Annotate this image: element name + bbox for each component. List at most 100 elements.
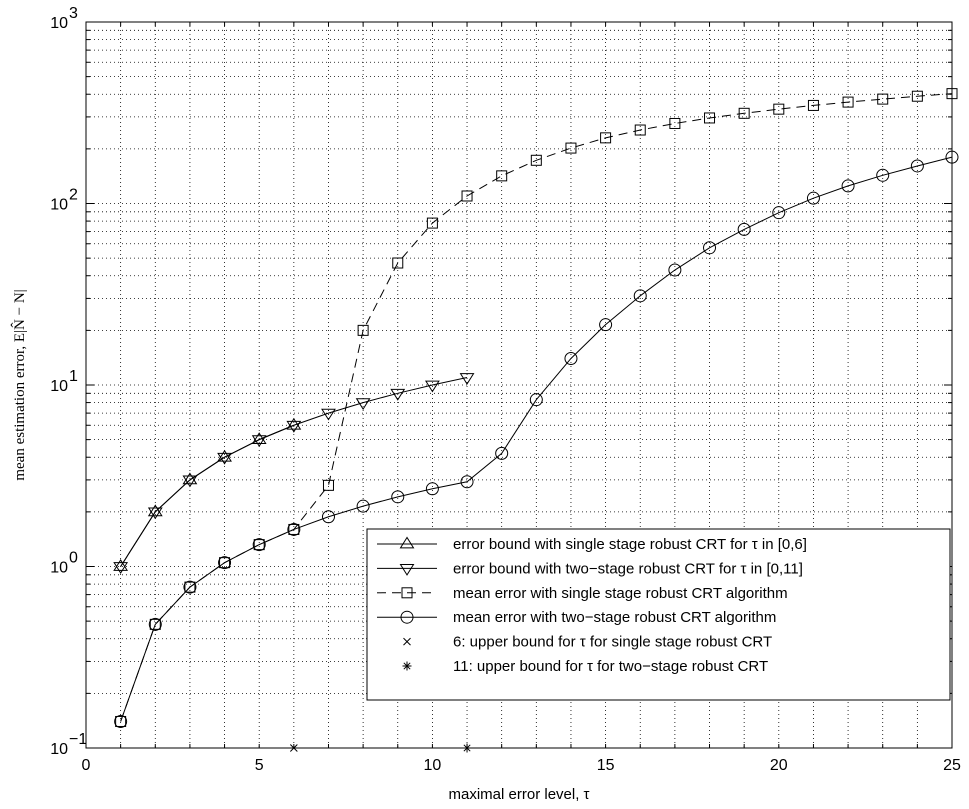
series-3-point <box>842 96 854 108</box>
series-4-point <box>356 499 370 513</box>
y-tick-exponent: 3 <box>69 5 78 22</box>
legend-marker-5 <box>403 637 411 646</box>
series-layer <box>113 88 959 753</box>
x-tick-label: 5 <box>255 757 264 774</box>
y-tick-exponent: 1 <box>69 368 78 385</box>
legend-entry-6: 11: upper bound for τ for two−stage robu… <box>453 658 768 675</box>
series-4-point <box>945 150 959 164</box>
x-tick-label: 25 <box>943 757 961 774</box>
series-2-point <box>182 475 198 488</box>
series-3-line <box>120 93 953 722</box>
legend-entry-2: error bound with two−stage robust CRT fo… <box>453 560 803 577</box>
series-1-line <box>120 424 295 567</box>
series-3-point <box>184 581 196 593</box>
legend-entry-5: 6: upper bound for τ for single stage ro… <box>453 634 772 651</box>
series-3-point <box>946 88 958 100</box>
series-3-point <box>877 93 889 105</box>
series-5 <box>289 744 298 752</box>
y-tick-label: 10 <box>50 560 68 577</box>
legend-box <box>366 528 951 701</box>
series-2-point <box>459 373 475 385</box>
x-tick-label: 20 <box>770 757 788 774</box>
legend-marker-6 <box>402 661 412 671</box>
x-tick-label: 15 <box>597 757 615 774</box>
series-2-line <box>120 376 468 567</box>
series-4-point <box>772 206 786 220</box>
series-4-point <box>564 351 578 365</box>
series-6-point <box>462 743 472 753</box>
series-3-point <box>600 132 612 144</box>
series-2-point <box>424 380 440 393</box>
series-3-point <box>669 117 681 129</box>
series-5-point <box>289 744 298 752</box>
series-4-point <box>495 446 509 460</box>
series-4-point <box>114 714 128 728</box>
x-marker-stroke <box>289 744 298 752</box>
series-4-point <box>633 289 647 303</box>
legend-entry-1: error bound with single stage robust CRT… <box>453 536 807 553</box>
series-3-point <box>149 618 161 630</box>
series-3-point <box>115 715 127 727</box>
legend-marker-3 <box>401 587 413 599</box>
series-2-point <box>147 507 163 520</box>
series-3-point <box>565 142 577 154</box>
x-marker-stroke <box>403 637 411 646</box>
series-4 <box>114 150 959 728</box>
y-tick-exponent: 2 <box>69 187 78 204</box>
series-6 <box>462 743 472 753</box>
y-tick-exponent: 0 <box>69 550 78 567</box>
series-4-point <box>287 522 301 536</box>
legend-marker-2 <box>399 564 415 576</box>
series-4-point <box>425 482 439 496</box>
series-3-point <box>496 170 508 182</box>
series-2-point <box>251 435 267 448</box>
y-tick-label: 10 <box>50 378 68 395</box>
series-2-point <box>286 420 302 433</box>
legend-marker-1 <box>399 536 415 549</box>
series-2-point <box>390 388 406 401</box>
series-4-point <box>806 191 820 205</box>
series-4-point <box>321 510 335 524</box>
series-2 <box>113 373 475 574</box>
y-axis-label: mean estimation error, E|N̂ − N| <box>11 289 28 480</box>
series-3-point <box>426 217 438 229</box>
series-2-point <box>217 452 232 465</box>
series-3-point <box>911 90 923 102</box>
y-tick-exponent: −1 <box>69 731 87 748</box>
series-4-point <box>460 475 474 489</box>
series-4-point <box>599 318 613 332</box>
y-tick-label: 10 <box>50 741 68 758</box>
series-3-point <box>322 479 334 491</box>
series-2-point <box>113 562 129 574</box>
series-4-line <box>120 156 953 722</box>
series-4-point <box>218 556 232 570</box>
series-3-point <box>461 190 473 202</box>
series-1-point <box>113 559 129 571</box>
series-3-point <box>357 324 369 336</box>
series-4-point <box>703 241 717 255</box>
series-3-point <box>738 107 750 119</box>
series-4-point <box>183 580 197 594</box>
y-tick-label: 10 <box>50 15 68 32</box>
series-3-point <box>773 103 785 115</box>
series-4-point <box>737 222 751 236</box>
series-3-point <box>704 112 716 124</box>
series-4-point <box>876 168 890 182</box>
series-1-point <box>147 504 163 517</box>
series-3-point <box>530 154 542 166</box>
x-axis-label: maximal error level, τ <box>449 786 590 803</box>
series-1 <box>113 417 302 571</box>
x-tick-label: 0 <box>82 757 91 774</box>
legend-entry-3: mean error with single stage robust CRT … <box>453 585 788 602</box>
series-4-point <box>391 490 405 504</box>
x-tick-label: 10 <box>424 757 442 774</box>
series-3-point <box>634 124 646 136</box>
y-tick-label: 10 <box>50 197 68 214</box>
series-4-point <box>841 179 855 193</box>
series-4-point <box>148 617 162 631</box>
series-4-point <box>668 263 682 277</box>
series-3-point <box>219 557 231 569</box>
asterisk-marker-stroke <box>463 744 471 752</box>
